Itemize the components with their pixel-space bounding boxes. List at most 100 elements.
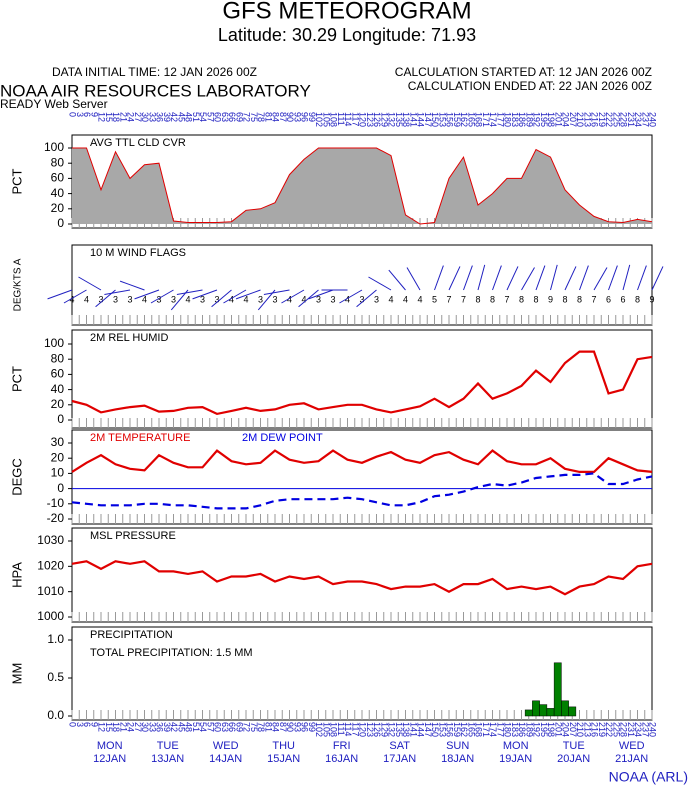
top-hour-label: 132 (387, 112, 397, 127)
day-label: WED (213, 740, 239, 752)
wind-flag (477, 264, 486, 291)
y-tick-label: 0 (57, 412, 64, 426)
wind-speed: 3 (359, 294, 364, 304)
top-hour-label: 153 (437, 112, 447, 127)
wind-speed: 4 (229, 294, 234, 304)
bottom-hour-label: 60 (213, 722, 223, 732)
bottom-hour-label: 123 (365, 722, 375, 737)
bottom-hour-label: 87 (278, 722, 288, 732)
wind-flag (506, 266, 519, 291)
y-tick-label: 20 (51, 450, 65, 464)
wind-flag (298, 289, 319, 308)
top-hour-label: 210 (575, 112, 585, 127)
precip-bar (568, 706, 577, 717)
precip-bar (524, 709, 533, 717)
wind-speed: 4 (403, 294, 408, 304)
day-label: THU (272, 740, 295, 752)
top-hour-label: 186 (517, 112, 527, 127)
bottom-hour-label: 225 (611, 722, 621, 737)
server: READY Web Server (0, 97, 108, 111)
day-label: TUE (563, 740, 585, 752)
top-hour-label: 114 (343, 112, 353, 126)
wind-speed: 8 (577, 294, 582, 304)
bottom-hour-label: 156 (445, 722, 455, 737)
wind-speed: 3 (316, 294, 321, 304)
day-label: MON (97, 740, 123, 752)
wind-flag (150, 289, 174, 304)
top-hour-label: 27 (133, 112, 143, 122)
top-hour-label: 171 (481, 112, 491, 127)
bottom-hour-label: 117 (350, 722, 360, 736)
bottom-hour-label: 108 (329, 722, 339, 737)
panel-title: PRECIPITATION (90, 629, 173, 641)
bottom-hour-label: 78 (256, 722, 266, 732)
wind-speed: 4 (243, 294, 248, 304)
top-hour-label: 69 (234, 112, 244, 122)
date-label: 20JAN (557, 753, 590, 765)
precip-bar (553, 662, 562, 717)
bottom-hour-label: 102 (314, 722, 324, 737)
top-hour-label: 201 (553, 112, 563, 127)
wind-flag (579, 265, 589, 291)
wind-flag (448, 266, 461, 291)
subtitle: Latitude: 30.29 Longitude: 71.93 (218, 25, 476, 45)
top-hour-label: 156 (445, 112, 455, 127)
wind-speed: 3 (156, 294, 161, 304)
panel-frame (71, 329, 653, 429)
wind-flag (388, 269, 406, 291)
top-hour-label: 183 (510, 112, 520, 127)
y-axis-label: PCT (9, 366, 24, 392)
top-hour-label: 138 (401, 112, 411, 127)
title: GFS METEOROGRAM (222, 0, 471, 24)
top-hour-label: 72 (242, 112, 252, 122)
wind-speed: 7 (461, 294, 466, 304)
wind-flag (406, 267, 421, 291)
wind-flag (281, 289, 305, 304)
bottom-hour-label: 204 (561, 722, 571, 737)
top-hour-label: 126 (372, 112, 382, 127)
top-hour-label: 15 (104, 112, 114, 122)
wind-speed: 7 (591, 294, 596, 304)
data-line (71, 449, 653, 473)
bottom-hour-label: 96 (300, 722, 310, 732)
bottom-hour-label: 228 (619, 722, 629, 737)
bottom-hour-label: 213 (582, 722, 592, 737)
y-tick-label: 30 (51, 435, 65, 449)
wind-flag (593, 267, 608, 291)
top-hour-label: 189 (524, 112, 534, 127)
y-tick-label: 40 (51, 186, 65, 200)
bottom-hour-label: 81 (263, 722, 273, 732)
top-hour-label: 144 (416, 112, 426, 127)
bottom-hour-label: 72 (242, 722, 252, 732)
bottom-hour-label: 9 (89, 722, 99, 727)
y-tick-label: 0 (57, 481, 64, 495)
bottom-hour-label: 138 (401, 722, 411, 737)
day-label: SUN (446, 740, 469, 752)
top-hour-label: 99 (307, 112, 317, 122)
top-hour-label: 165 (466, 112, 476, 127)
wind-flag (134, 289, 160, 300)
y-tick-label: 60 (51, 171, 65, 185)
data-line (71, 472, 653, 510)
wind-speed: 3 (127, 294, 132, 304)
bottom-hour-label: 69 (234, 722, 244, 732)
bottom-hour-label: 66 (227, 722, 237, 732)
bottom-hour-label: 63 (220, 722, 230, 732)
y-tick-label: 80 (51, 351, 65, 365)
top-hour-label: 141 (408, 112, 418, 127)
date-label: 16JAN (325, 753, 358, 765)
bottom-hour-label: 93 (292, 722, 302, 732)
bottom-hour-label: 216 (590, 722, 600, 737)
wind-speed: 8 (490, 294, 495, 304)
y-tick-label: 100 (44, 336, 64, 350)
bottom-hour-label: 111 (336, 722, 346, 736)
wind-flag (564, 266, 577, 291)
top-hour-label: 225 (611, 112, 621, 127)
bottom-hour-label: 129 (379, 722, 389, 737)
bottom-hour-label: 105 (321, 722, 331, 737)
date-label: 21JAN (615, 753, 648, 765)
date-label: 12JAN (93, 753, 126, 765)
calc-started: CALCULATION STARTED AT: 12 JAN 2026 00Z (395, 65, 652, 79)
bottom-hour-label: 21 (118, 722, 128, 732)
